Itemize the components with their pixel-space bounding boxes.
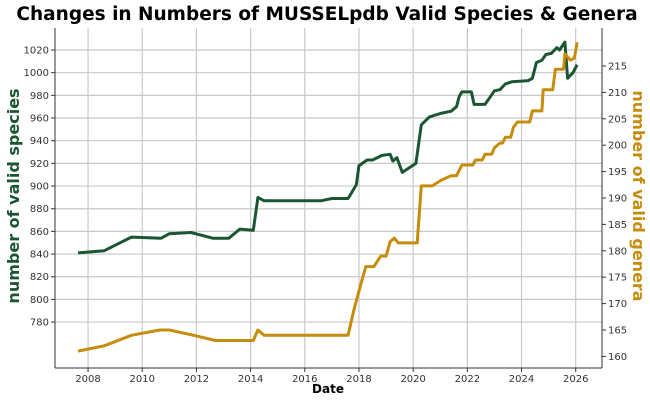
x-tick-label: 2026 — [563, 374, 588, 385]
x-tick-label: 2012 — [184, 374, 209, 385]
left-y-tick-label: 800 — [30, 295, 49, 306]
left-y-tick-label: 1000 — [24, 68, 49, 79]
right-y-tick-label: 190 — [608, 194, 627, 205]
x-axis-label: Date — [312, 382, 344, 396]
x-tick-label: 2018 — [346, 374, 371, 385]
right-y-tick-label: 200 — [608, 141, 627, 152]
left-y-tick-label: 900 — [30, 182, 49, 193]
right-y-tick-label: 195 — [608, 167, 627, 178]
left-y-tick-label: 840 — [30, 250, 49, 261]
left-y-tick-label: 880 — [30, 204, 49, 215]
chart-title: Changes in Numbers of MUSSELpdb Valid Sp… — [16, 4, 637, 25]
right-y-tick-label: 215 — [608, 62, 627, 73]
genera-line — [77, 42, 579, 353]
left-y-tick-label: 980 — [30, 91, 49, 102]
right-y-tick-label: 175 — [608, 273, 627, 284]
right-axis-label: number of valid genera — [629, 90, 648, 301]
lines — [77, 40, 579, 353]
left-y-tick-label: 820 — [30, 272, 49, 283]
x-tick-label: 2022 — [455, 374, 480, 385]
x-tick-label: 2024 — [509, 374, 534, 385]
left-y-tick-label: 860 — [30, 227, 49, 238]
grid — [55, 28, 602, 368]
left-y-tick-label: 920 — [30, 159, 49, 170]
left-y-tick-label: 780 — [30, 318, 49, 329]
x-tick-label: 2020 — [400, 374, 425, 385]
right-y-tick-label: 180 — [608, 246, 627, 257]
x-tick-label: 2008 — [75, 374, 100, 385]
left-y-tick-label: 940 — [30, 136, 49, 147]
right-y-tick-label: 185 — [608, 220, 627, 231]
right-y-tick-label: 210 — [608, 88, 627, 99]
species-line — [77, 40, 579, 255]
right-y-tick-label: 205 — [608, 114, 627, 125]
left-y-tick-label: 1020 — [24, 45, 49, 56]
x-tick-label: 2016 — [292, 374, 317, 385]
left-y-tick-label: 960 — [30, 114, 49, 125]
x-tick-label: 2014 — [238, 374, 263, 385]
axes: 2008 2010 2012 2014 2016 2018 2020 2022 2024 2026… — [24, 28, 627, 385]
left-axis-label: number of valid species — [4, 88, 23, 303]
x-tick-label: 2010 — [130, 374, 155, 385]
right-y-tick-label: 170 — [608, 299, 627, 310]
right-y-tick-label: 160 — [608, 352, 627, 363]
right-y-tick-label: 165 — [608, 325, 627, 336]
